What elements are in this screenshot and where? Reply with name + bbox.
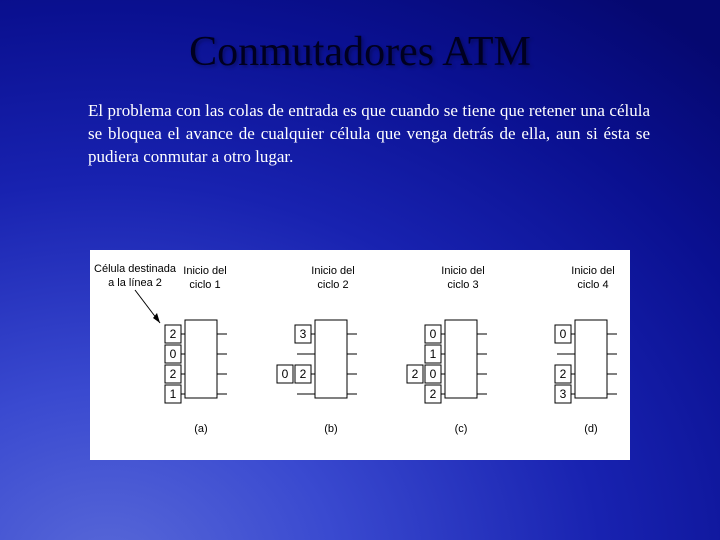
- svg-text:2: 2: [170, 327, 177, 341]
- svg-text:1: 1: [170, 387, 177, 401]
- slide-paragraph: El problema con las colas de entrada es …: [0, 76, 720, 169]
- svg-text:Inicio del: Inicio del: [571, 265, 614, 277]
- svg-text:Célula destinada: Célula destinada: [94, 263, 177, 275]
- svg-text:0: 0: [170, 347, 177, 361]
- svg-text:ciclo 2: ciclo 2: [317, 279, 348, 291]
- svg-text:ciclo 3: ciclo 3: [447, 279, 478, 291]
- svg-text:2: 2: [412, 367, 419, 381]
- svg-text:(d): (d): [584, 423, 597, 435]
- svg-text:Inicio del: Inicio del: [183, 265, 226, 277]
- svg-text:(c): (c): [455, 423, 468, 435]
- svg-text:Inicio del: Inicio del: [311, 265, 354, 277]
- svg-text:0: 0: [560, 327, 567, 341]
- slide-title: Conmutadores ATM: [0, 0, 720, 76]
- svg-text:Inicio del: Inicio del: [441, 265, 484, 277]
- diagram-svg: Célula destinada a la línea 2 Inicio del ci…: [90, 250, 630, 460]
- svg-text:3: 3: [300, 327, 307, 341]
- svg-text:ciclo 1: ciclo 1: [189, 279, 220, 291]
- svg-text:2: 2: [170, 367, 177, 381]
- svg-text:2: 2: [300, 367, 307, 381]
- svg-text:3: 3: [560, 387, 567, 401]
- svg-text:(a): (a): [194, 423, 207, 435]
- svg-text:a la línea 2: a la línea 2: [108, 277, 162, 289]
- svg-text:0: 0: [430, 367, 437, 381]
- diagram-figure: Célula destinada a la línea 2 Inicio del ci…: [90, 250, 630, 460]
- svg-text:0: 0: [430, 327, 437, 341]
- svg-text:2: 2: [560, 367, 567, 381]
- svg-text:2: 2: [430, 387, 437, 401]
- svg-text:ciclo 4: ciclo 4: [577, 279, 608, 291]
- svg-text:0: 0: [282, 367, 289, 381]
- svg-text:(b): (b): [324, 423, 337, 435]
- svg-text:1: 1: [430, 347, 437, 361]
